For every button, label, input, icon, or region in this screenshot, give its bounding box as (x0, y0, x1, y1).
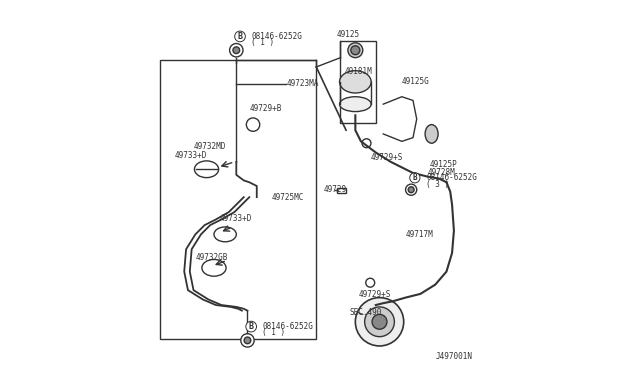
Ellipse shape (425, 125, 438, 143)
Circle shape (355, 298, 404, 346)
Text: 49732MD: 49732MD (193, 142, 226, 151)
Circle shape (408, 187, 414, 193)
Circle shape (233, 47, 239, 54)
Text: 49733+D: 49733+D (220, 214, 252, 223)
Bar (337, 188, 346, 193)
Text: 08146-6252G: 08146-6252G (251, 32, 302, 41)
Text: B: B (237, 32, 243, 41)
Text: 49723MA: 49723MA (287, 79, 319, 88)
Text: 08146-6252G: 08146-6252G (426, 173, 477, 182)
Text: 49181M: 49181M (344, 67, 372, 76)
Text: 49733+D: 49733+D (175, 151, 207, 160)
Ellipse shape (340, 71, 371, 93)
Text: SEC.490: SEC.490 (349, 308, 381, 317)
Text: 49125: 49125 (337, 30, 360, 39)
Text: 49728M: 49728M (428, 168, 456, 177)
Circle shape (244, 337, 251, 344)
Circle shape (348, 43, 363, 58)
Text: 49729+S: 49729+S (359, 290, 392, 299)
Bar (340, 41, 376, 123)
Circle shape (230, 44, 243, 57)
Text: B: B (413, 173, 417, 182)
Circle shape (406, 184, 417, 195)
Text: 49729+S: 49729+S (370, 153, 403, 162)
Text: 49125P: 49125P (429, 160, 458, 169)
Text: 49729: 49729 (324, 185, 347, 194)
Text: ( 3 ): ( 3 ) (426, 180, 449, 189)
Text: 49732GB: 49732GB (195, 253, 228, 262)
Text: 49729+B: 49729+B (250, 105, 282, 113)
Text: 49717M: 49717M (406, 230, 433, 239)
Ellipse shape (340, 97, 371, 112)
Text: 49725MC: 49725MC (271, 193, 304, 202)
Text: J497001N: J497001N (435, 352, 472, 361)
Bar (160, 60, 316, 339)
Circle shape (351, 46, 360, 55)
Text: 08146-6252G: 08146-6252G (262, 322, 313, 331)
Text: ( 1 ): ( 1 ) (251, 38, 275, 47)
Circle shape (365, 307, 394, 337)
Text: 49125G: 49125G (402, 77, 429, 86)
Text: ( 1 ): ( 1 ) (262, 328, 285, 337)
Circle shape (372, 314, 387, 329)
Circle shape (241, 334, 254, 347)
Text: B: B (249, 322, 253, 331)
